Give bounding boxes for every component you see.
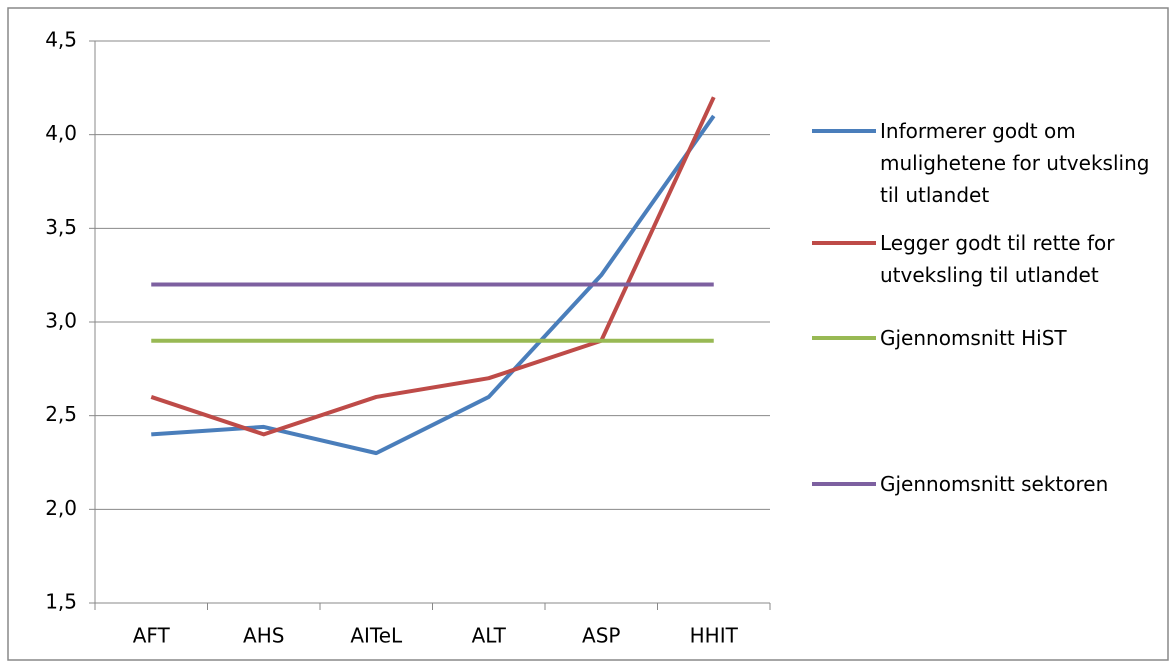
y-tick-label: 4,5 <box>45 28 77 52</box>
legend-label: Legger godt til rette for utveksling til… <box>880 231 1115 287</box>
x-tick-label: AITeL <box>350 624 403 648</box>
series-line <box>150 96 716 437</box>
y-tick-label: 4,0 <box>45 121 77 145</box>
y-tick-label: 3,0 <box>45 309 77 333</box>
x-tick-label: ALT <box>472 624 507 648</box>
chart-border <box>7 7 1169 661</box>
y-tick-label: 3,5 <box>45 215 77 239</box>
x-tick-label: AFT <box>133 624 171 648</box>
y-tick-label: 2,5 <box>45 402 77 426</box>
x-tick-label: AHS <box>243 624 284 648</box>
legend-label: Informerer godt om mulighetene for utvek… <box>880 119 1150 207</box>
y-tick-label: 2,0 <box>45 496 77 520</box>
y-tick-label: 1,5 <box>45 590 77 614</box>
legend-label: Gjennomsnitt sektoren <box>880 472 1109 496</box>
x-tick-label: HHIT <box>690 624 739 648</box>
x-tick-label: ASP <box>582 624 620 648</box>
legend-label: Gjennomsnitt HiST <box>880 326 1067 350</box>
